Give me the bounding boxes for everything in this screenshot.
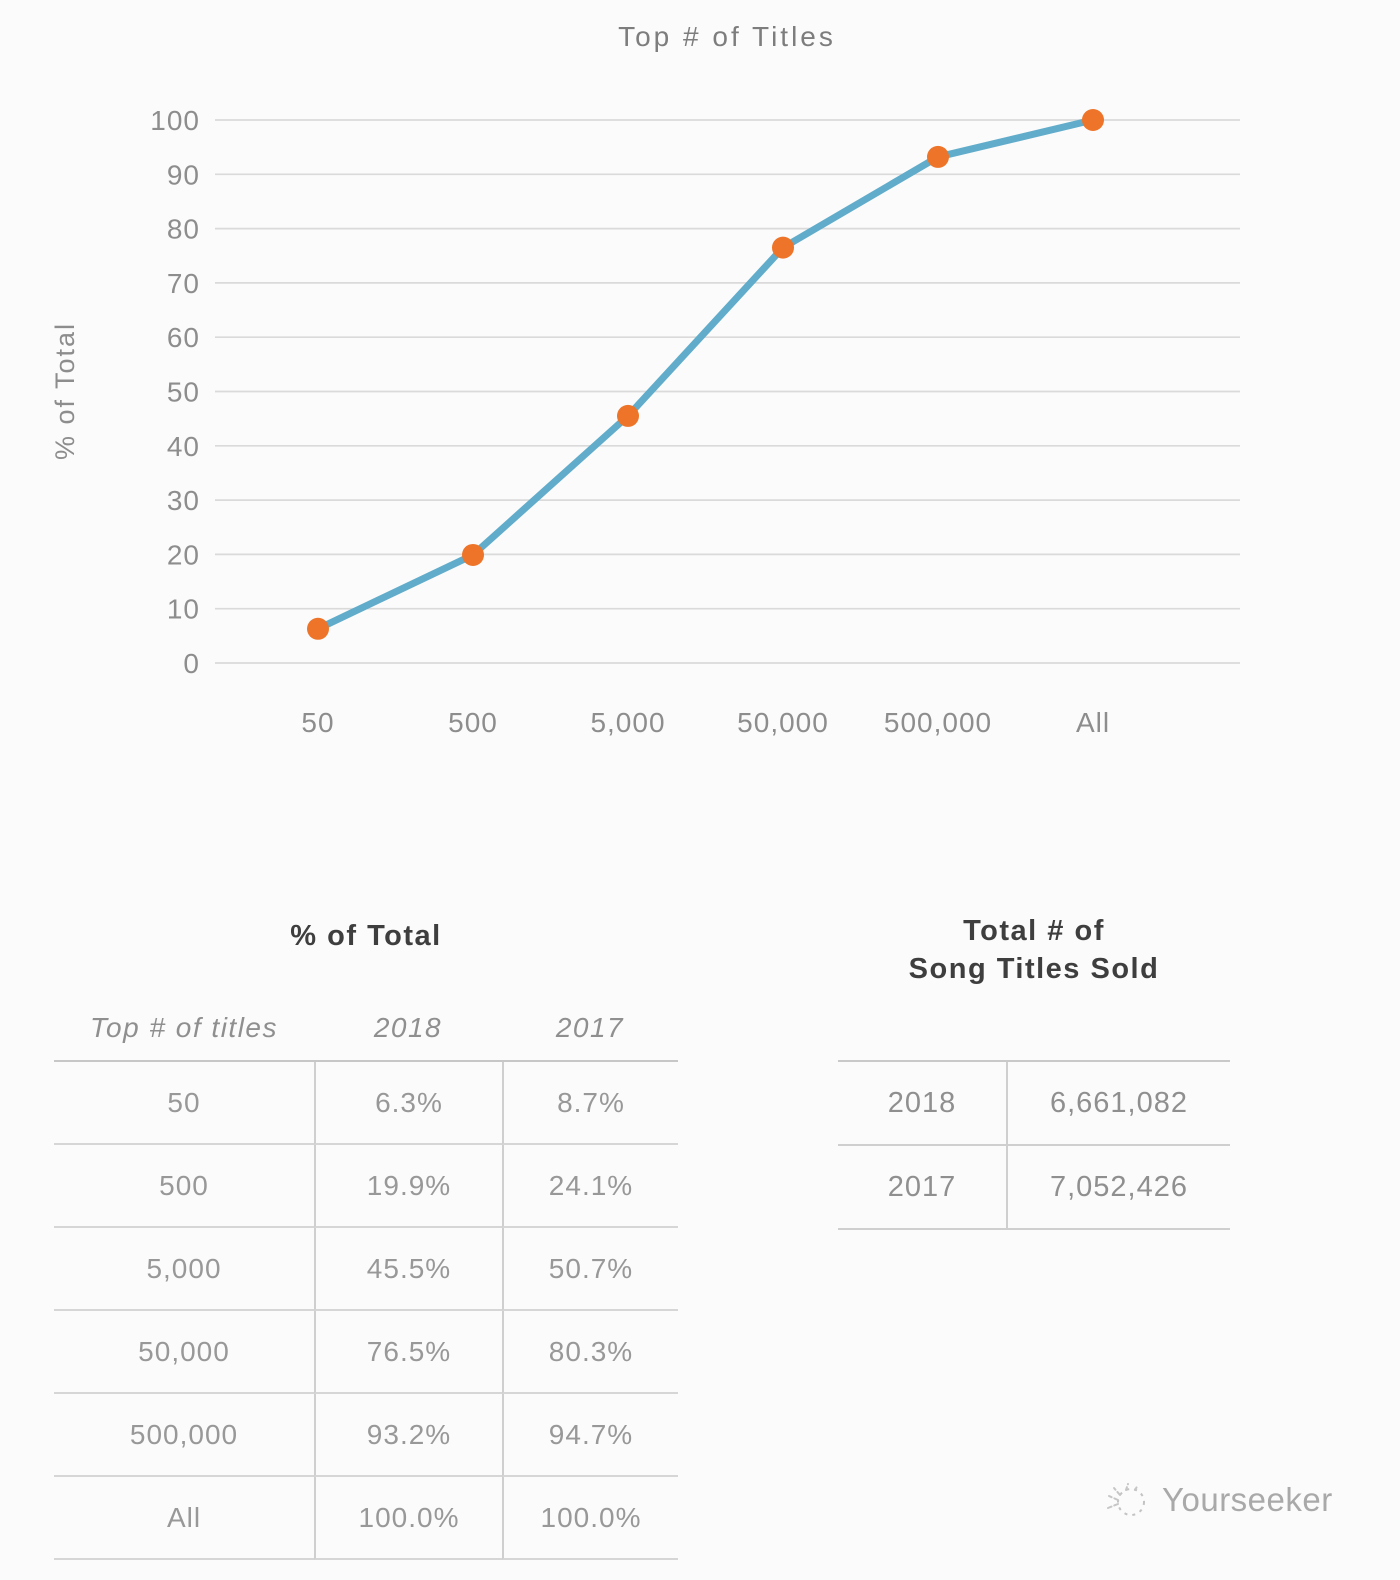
totals-table-cell: 2018 <box>838 1062 1006 1146</box>
y-tick-label: 100 <box>150 105 200 136</box>
x-tick-label: 50,000 <box>737 707 829 738</box>
percent-table-header: Top # of titles 2018 2017 <box>54 996 678 1062</box>
y-axis-title: % of Total <box>50 322 80 460</box>
percent-table-cell: 45.5% <box>314 1228 502 1311</box>
percent-table-cell: 19.9% <box>314 1145 502 1228</box>
percent-table-column-header: Top # of titles <box>89 1012 278 1043</box>
data-point-marker <box>772 236 794 259</box>
totals-table-title: Total # of Song Titles Sold <box>838 912 1230 988</box>
totals-table-title-line2: Song Titles Sold <box>908 953 1160 985</box>
x-tick-label: 500 <box>448 707 498 738</box>
y-tick-label: 50 <box>167 377 200 408</box>
x-tick-label: 5,000 <box>590 707 665 738</box>
percent-table-column-header: 2017 <box>555 1012 625 1043</box>
percent-table-cell: 100.0% <box>502 1477 678 1560</box>
totals-table-cell: 6,661,082 <box>1006 1062 1230 1146</box>
y-tick-label: 0 <box>183 648 200 679</box>
percent-table-cell: 8.7% <box>502 1062 678 1145</box>
series-line-2018 <box>314 116 1097 633</box>
yourseeker-logo-icon <box>1107 1483 1145 1516</box>
x-tick-label: All <box>1076 707 1110 738</box>
data-point-marker <box>307 617 329 640</box>
percent-table-cell: All <box>54 1477 314 1560</box>
watermark: Yourseeker <box>1104 1478 1333 1522</box>
data-point-marker <box>617 404 639 427</box>
plot-area: 0 10 20 30 40 50 60 70 80 90 100 50 500 5,000 50,000 50… <box>150 105 1240 738</box>
y-tick-label: 70 <box>167 268 200 299</box>
totals-table-cell: 7,052,426 <box>1006 1146 1230 1230</box>
line-chart: Top # of Titles % of Total 0 10 20 30 40 50 60… <box>50 21 1240 738</box>
totals-table-title-line1: Total # of <box>963 915 1105 947</box>
x-tick-label: 50 <box>301 707 334 738</box>
percent-table-cell: 6.3% <box>314 1062 502 1145</box>
percent-table: 50 6.3% 8.7% 500 19.9% 24.1% 5,000 45.5% 50.7% 50… <box>54 1062 678 1560</box>
watermark-brand-text: Yourseeker <box>1162 1481 1333 1518</box>
percent-table-column-header: 2018 <box>373 1012 443 1043</box>
percent-table-cell: 76.5% <box>314 1311 502 1394</box>
data-point-marker <box>1082 109 1104 131</box>
percent-table-cell: 5,000 <box>54 1228 314 1311</box>
percent-table-cell: 24.1% <box>502 1145 678 1228</box>
totals-table: 2018 6,661,082 2017 7,052,426 <box>838 1060 1230 1230</box>
y-tick-label: 10 <box>167 594 200 625</box>
percent-table-cell: 50 <box>54 1062 314 1145</box>
percent-table-cell: 80.3% <box>502 1311 678 1394</box>
x-tick-label: 500,000 <box>884 707 992 738</box>
y-tick-label: 20 <box>167 539 200 570</box>
percent-table-cell: 50,000 <box>54 1311 314 1394</box>
data-point-marker <box>927 145 949 168</box>
data-point-marker <box>462 543 484 566</box>
percent-table-cell: 93.2% <box>314 1394 502 1477</box>
y-tick-label: 90 <box>167 159 200 190</box>
y-tick-label: 80 <box>167 214 200 245</box>
percent-table-cell: 100.0% <box>314 1477 502 1560</box>
y-tick-label: 40 <box>167 431 200 462</box>
y-tick-label: 60 <box>167 322 200 353</box>
percent-table-cell: 50.7% <box>502 1228 678 1311</box>
percent-table-cell: 94.7% <box>502 1394 678 1477</box>
chart-title: Top # of Titles <box>618 21 836 52</box>
y-tick-label: 30 <box>167 485 200 516</box>
percent-table-cell: 500,000 <box>54 1394 314 1477</box>
totals-table-cell: 2017 <box>838 1146 1006 1230</box>
percent-table-cell: 500 <box>54 1145 314 1228</box>
percent-table-title: % of Total <box>290 920 442 952</box>
